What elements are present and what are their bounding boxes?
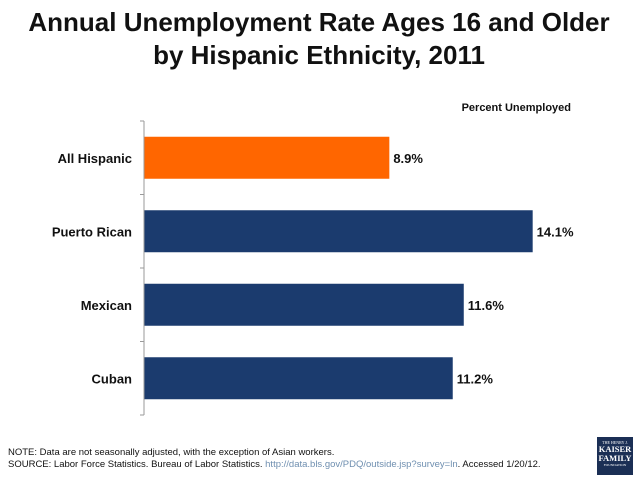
footnote: NOTE: Data are not seasonally adjusted, … [8,447,568,471]
source-link[interactable]: http://data.bls.gov/PDQ/outside.jsp?surv… [265,459,458,470]
bar-puerto-rican [144,210,533,253]
source-accessed: . Accessed 1/20/12. [457,459,541,470]
data-label: 14.1% [537,224,574,239]
bar-chart: Percent Unemployed All Hispanic 8.9% Puert… [52,102,574,416]
bar-mexican [144,283,464,326]
series-label: Percent Unemployed [462,102,571,114]
footnote-source: SOURCE: Labor Force Statistics. Bureau o… [8,459,568,471]
data-label: 11.2% [457,371,494,386]
logo-top-text: THE HENRY J. [602,440,628,445]
footnote-note: NOTE: Data are not seasonally adjusted, … [8,447,335,458]
chart-title-line-2: by Hispanic Ethnicity, 2011 [153,40,485,70]
logo-bottom-text: FOUNDATION [603,463,627,467]
source-text: SOURCE: Labor Force Statistics. Bureau o… [8,459,266,470]
category-label: Puerto Rican [52,224,132,239]
category-label: Cuban [92,371,133,386]
chart-title-line-1: Annual Unemployment Rate Ages 16 and Old… [28,7,610,37]
data-label: 8.9% [393,151,423,166]
bar-all-hispanic [144,136,390,179]
category-label: All Hispanic [58,151,132,166]
bar-cuban [144,357,453,400]
category-label: Mexican [81,298,132,313]
logo-line-2: FAMILY [598,453,632,463]
chart-title: Annual Unemployment Rate Ages 16 and Old… [0,6,638,72]
kaiser-logo: THE HENRY J. KAISER FAMILY FOUNDATION [597,437,633,475]
logo-line-1: KAISER [598,444,632,454]
data-label: 11.6% [468,298,505,313]
